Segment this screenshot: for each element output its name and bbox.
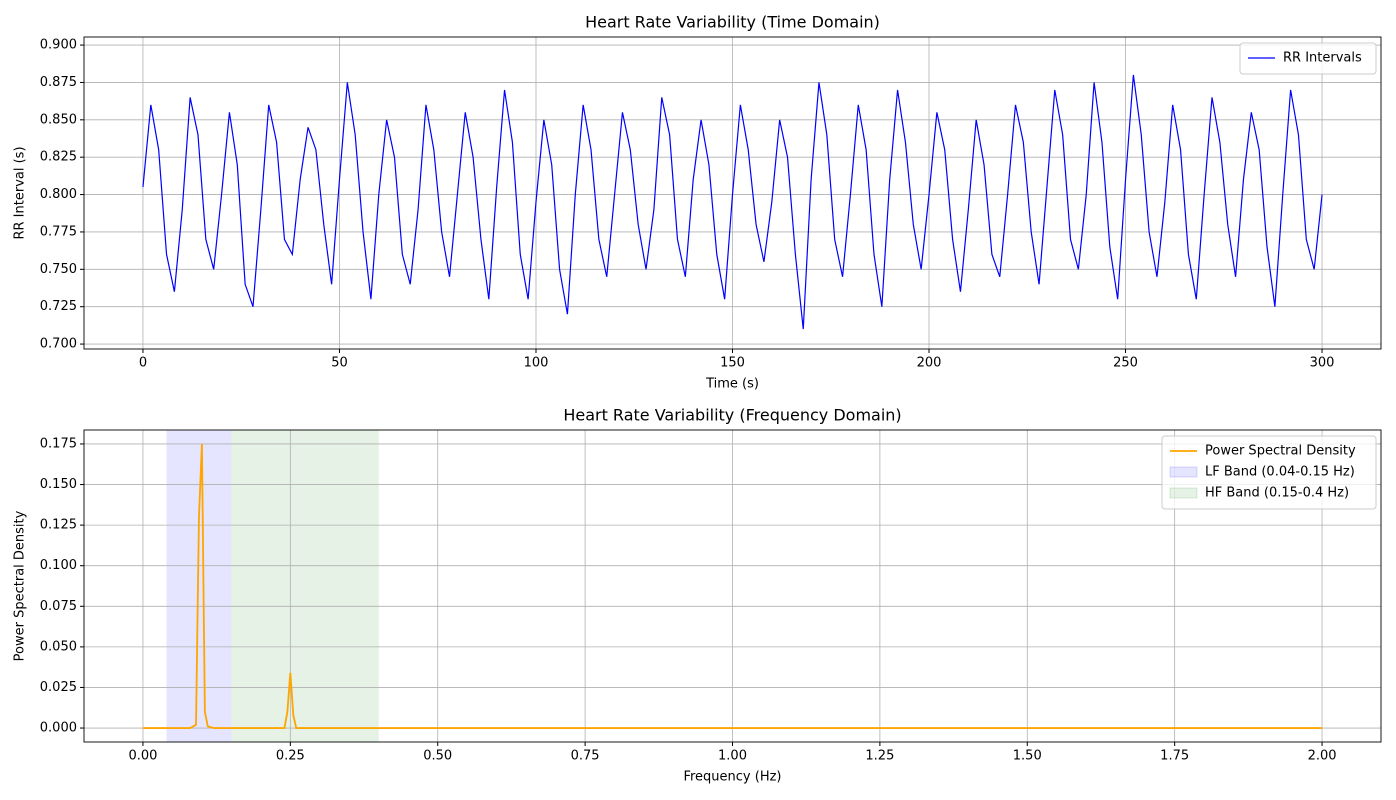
x-tick-label: 1.00 — [718, 749, 747, 764]
y-axis-label: Power Spectral Density — [13, 510, 28, 661]
plot-frame — [83, 429, 1382, 743]
x-tick-label: 0.75 — [571, 749, 600, 764]
y-tick-label: 0.000 — [40, 721, 77, 736]
y-tick-label: 0.825 — [40, 150, 77, 165]
plot-frame — [83, 36, 1382, 350]
y-axis-label: RR Interval (s) — [13, 146, 28, 239]
y-tick-label: 0.800 — [40, 187, 77, 202]
x-tick-label: 300 — [1310, 356, 1335, 371]
legend-label: LF Band (0.04-0.15 Hz) — [1205, 465, 1355, 480]
y-tick-label: 0.150 — [40, 477, 77, 492]
legend-label: HF Band (0.15-0.4 Hz) — [1205, 486, 1349, 501]
legend-swatch — [1169, 466, 1198, 478]
y-tick-label: 0.075 — [40, 599, 77, 614]
x-tick-label: 0.25 — [276, 749, 305, 764]
x-tick-label: 1.25 — [865, 749, 894, 764]
x-tick-label: 0.50 — [423, 749, 452, 764]
y-tick-label: 0.100 — [40, 558, 77, 573]
x-tick-label: 250 — [1113, 356, 1138, 371]
x-tick-label: 0 — [139, 356, 147, 371]
y-tick-label: 0.050 — [40, 639, 77, 654]
x-tick-label: 2.00 — [1308, 749, 1337, 764]
chart-title: Heart Rate Variability (Time Domain) — [585, 13, 880, 32]
x-tick-label: 50 — [331, 356, 348, 371]
y-tick-label: 0.775 — [40, 224, 77, 239]
x-tick-label: 100 — [524, 356, 549, 371]
band-span — [231, 430, 379, 742]
y-tick-label: 0.850 — [40, 112, 77, 127]
x-axis-label: Frequency (Hz) — [683, 770, 781, 785]
y-tick-label: 0.875 — [40, 75, 77, 90]
data-line — [142, 443, 1323, 729]
legend-box — [1161, 435, 1377, 510]
x-tick-label: 150 — [720, 356, 745, 371]
legend-box — [1239, 42, 1377, 75]
chart-title: Heart Rate Variability (Frequency Domain… — [563, 406, 901, 425]
x-tick-label: 1.75 — [1160, 749, 1189, 764]
y-tick-label: 0.700 — [40, 337, 77, 352]
x-tick-label: 0.00 — [128, 749, 157, 764]
legend-label: Power Spectral Density — [1205, 444, 1356, 459]
legend-swatch — [1169, 487, 1198, 499]
y-tick-label: 0.125 — [40, 518, 77, 533]
legend-label: RR Intervals — [1283, 51, 1362, 66]
x-axis-label: Time (s) — [705, 377, 759, 392]
y-tick-label: 0.900 — [40, 38, 77, 53]
data-line — [142, 74, 1323, 330]
y-tick-label: 0.750 — [40, 262, 77, 277]
y-tick-label: 0.175 — [40, 436, 77, 451]
y-tick-label: 0.725 — [40, 299, 77, 314]
y-tick-label: 0.025 — [40, 680, 77, 695]
x-tick-label: 200 — [917, 356, 942, 371]
band-span — [166, 430, 232, 742]
x-tick-label: 1.50 — [1013, 749, 1042, 764]
